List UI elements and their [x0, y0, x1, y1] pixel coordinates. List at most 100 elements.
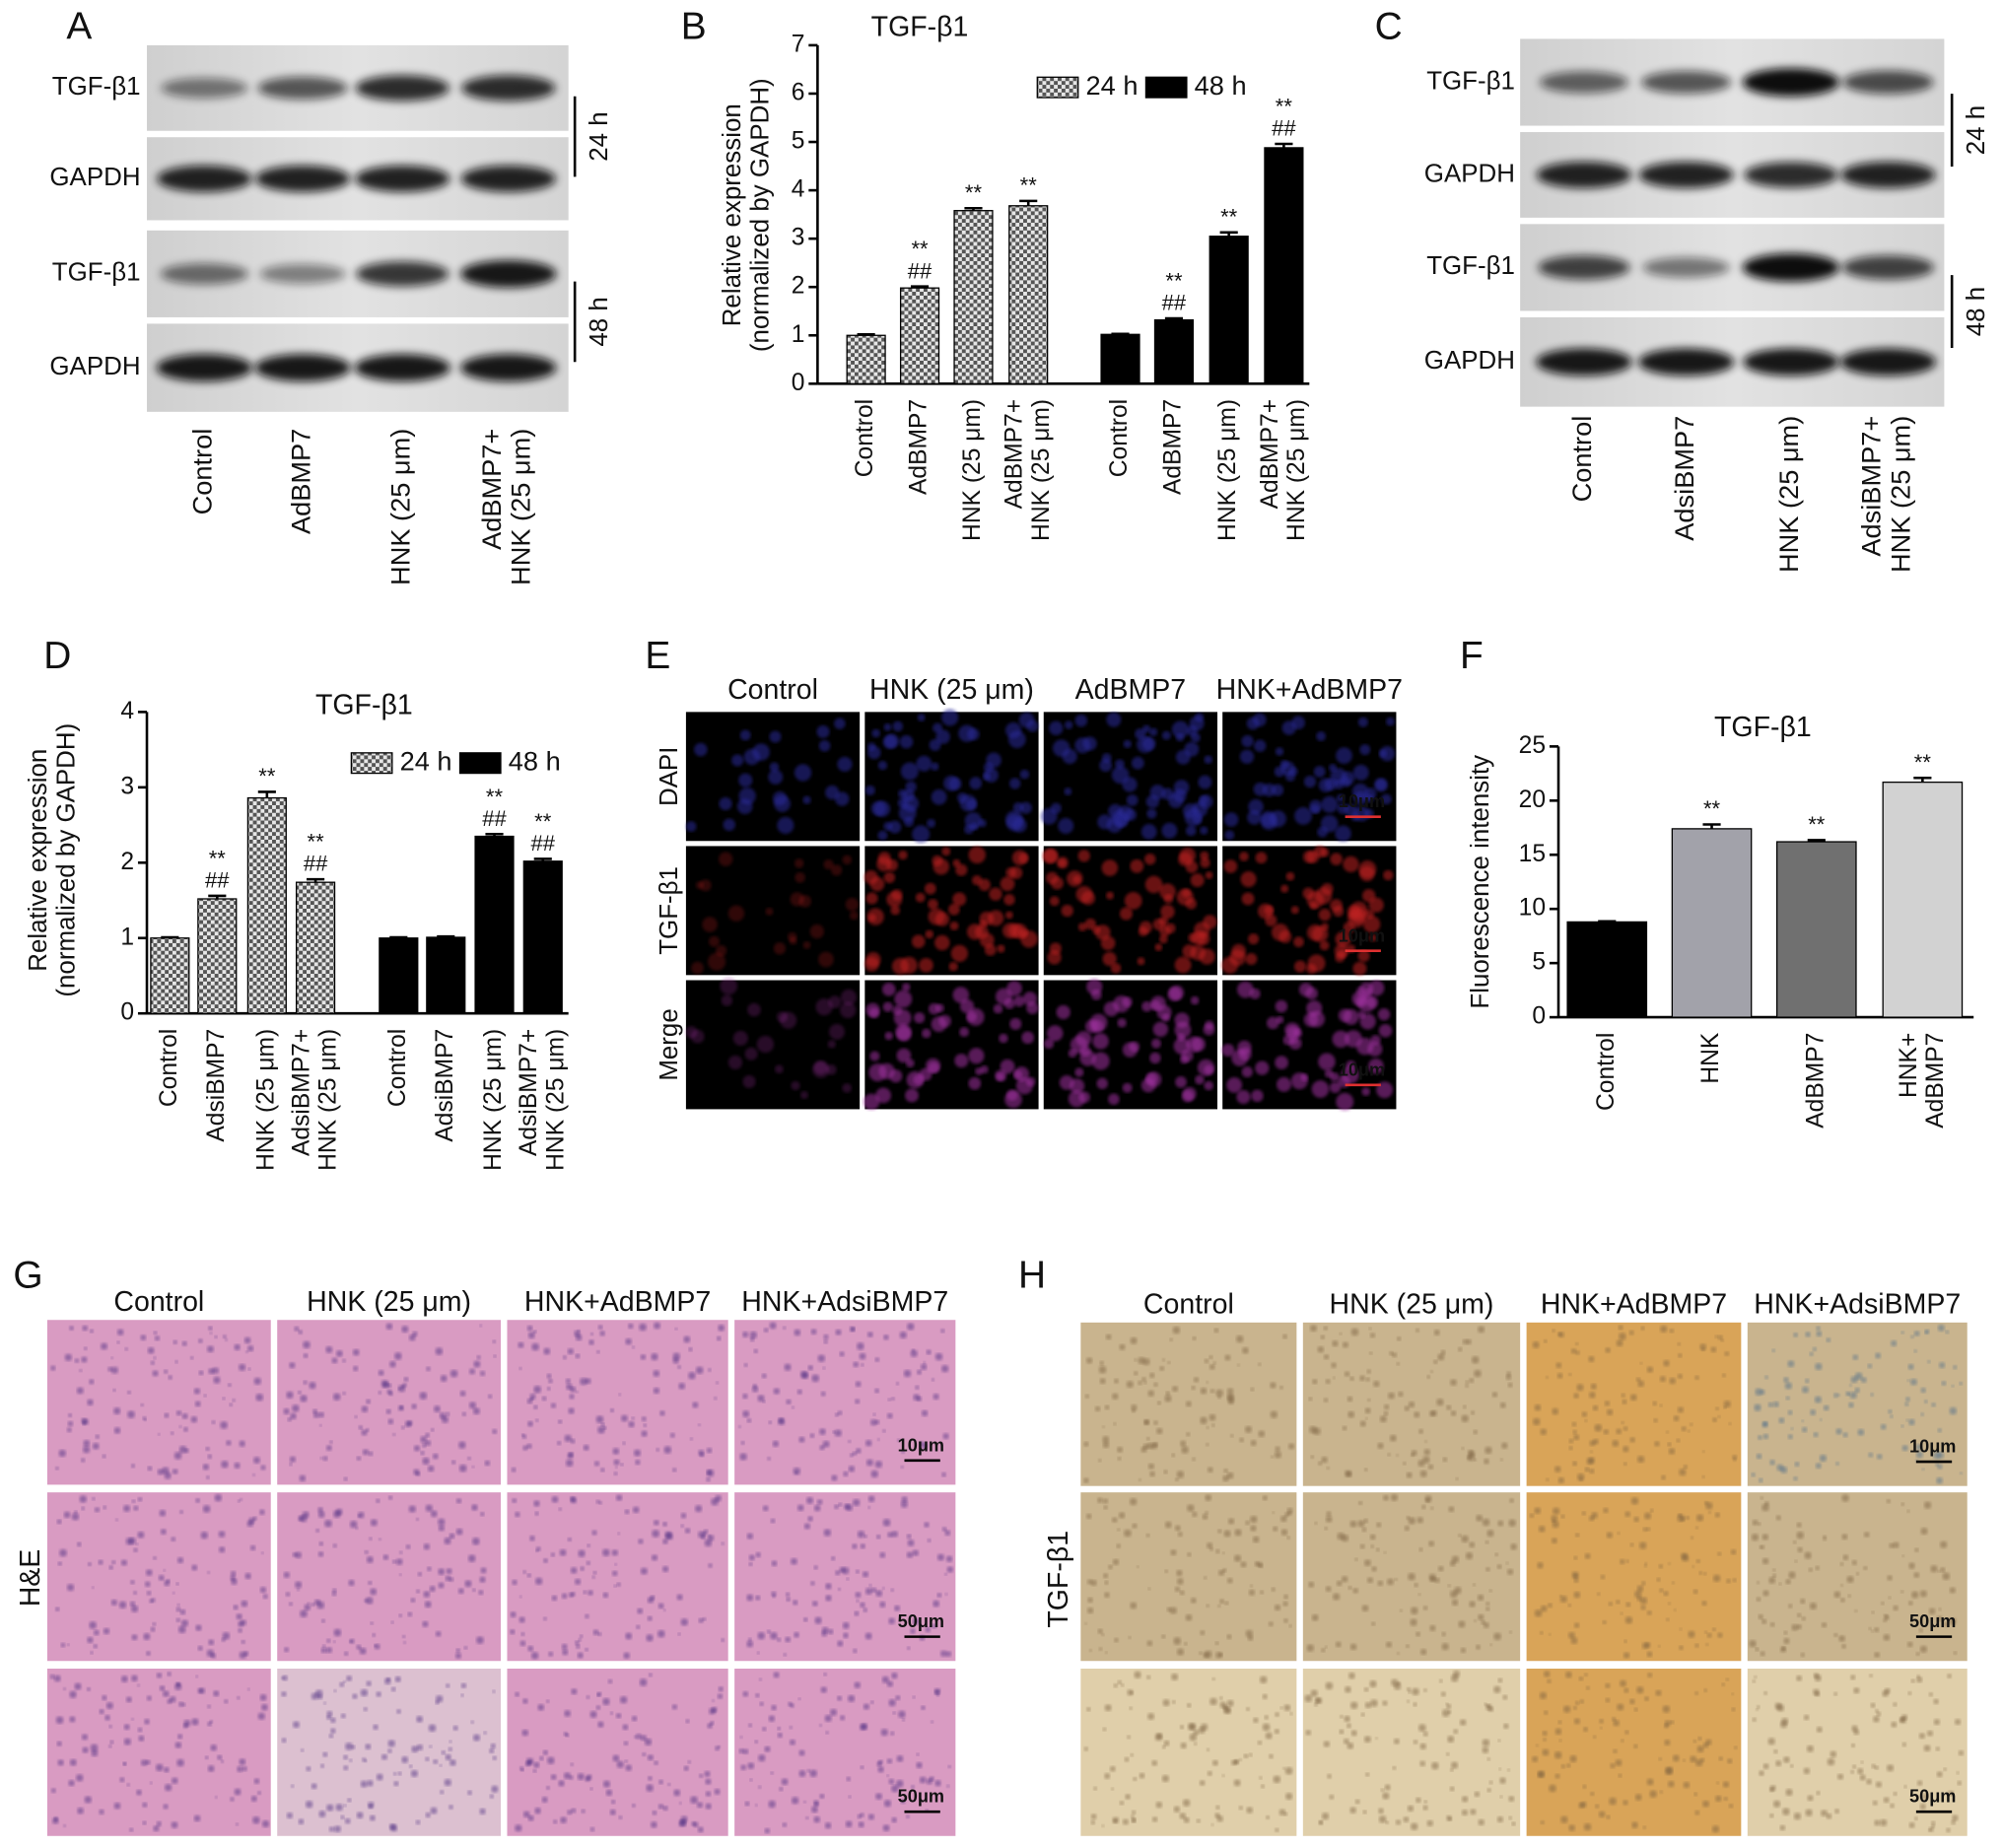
image-texture	[366, 1597, 374, 1605]
image-texture	[1803, 1714, 1810, 1721]
image-texture	[761, 1373, 767, 1379]
image-texture	[1383, 869, 1394, 881]
image-texture	[1637, 1380, 1645, 1388]
image-texture	[895, 1695, 901, 1701]
image-texture	[680, 1618, 688, 1626]
significance-label: ##	[1272, 116, 1296, 141]
image-texture	[568, 1407, 575, 1414]
image-cell	[1526, 1669, 1742, 1836]
image-texture	[1171, 1699, 1176, 1704]
image-texture	[140, 1759, 148, 1766]
image-texture	[1207, 1542, 1213, 1549]
y-tick-label: 0	[1532, 1003, 1546, 1030]
image-texture	[151, 1598, 156, 1603]
image-texture	[1386, 1641, 1393, 1648]
image-texture	[401, 1326, 409, 1334]
image-texture	[1434, 1577, 1440, 1584]
image-texture	[695, 1505, 703, 1513]
image-texture	[452, 1725, 458, 1731]
image-texture	[195, 1675, 199, 1678]
image-texture	[57, 1759, 64, 1766]
image-texture	[1349, 1520, 1357, 1528]
image-texture	[1196, 1818, 1201, 1823]
image-texture	[142, 1820, 147, 1825]
image-texture	[1403, 1816, 1410, 1822]
image-texture	[372, 1633, 377, 1637]
image-texture	[662, 1806, 668, 1812]
image-texture	[1075, 1031, 1092, 1047]
image-texture	[583, 1444, 589, 1451]
image-texture	[925, 1626, 931, 1633]
image-texture	[619, 1695, 628, 1704]
image-texture	[1473, 1458, 1477, 1462]
image-texture	[1408, 1517, 1416, 1525]
image-texture	[1245, 1707, 1250, 1711]
image-texture	[1459, 1719, 1467, 1726]
image-texture	[692, 1402, 699, 1408]
image-cell	[734, 1669, 956, 1836]
image-texture	[359, 1647, 367, 1655]
image-texture	[58, 1449, 66, 1458]
image-texture	[197, 1645, 203, 1651]
image-texture	[721, 1638, 725, 1642]
image-texture	[1761, 1421, 1768, 1428]
image-texture	[1357, 949, 1370, 963]
image-texture	[480, 1512, 485, 1517]
image-texture	[704, 1539, 713, 1547]
image-texture	[871, 728, 880, 738]
text-line: HNK (25 μm)	[542, 1029, 569, 1171]
image-texture	[849, 911, 859, 921]
image-texture	[1173, 1037, 1191, 1055]
image-texture	[1141, 736, 1156, 751]
image-texture	[662, 1565, 669, 1573]
image-texture	[1913, 1572, 1920, 1578]
image-texture	[1111, 1787, 1115, 1791]
image-texture	[699, 1452, 705, 1458]
lane-label: HNK (25 μm)	[1773, 416, 1804, 573]
image-texture	[1179, 1813, 1187, 1819]
image-texture	[671, 1704, 678, 1710]
image-texture	[1933, 1698, 1939, 1705]
image-texture	[1446, 1703, 1452, 1709]
image-texture	[1877, 1454, 1883, 1460]
image-texture	[1366, 995, 1379, 1008]
image-texture	[1760, 1496, 1763, 1500]
image-texture	[1025, 1076, 1036, 1087]
image-texture	[1222, 1568, 1227, 1573]
image-texture	[1616, 1428, 1622, 1435]
image-texture	[888, 1778, 895, 1785]
image-texture	[1406, 1472, 1413, 1478]
image-texture	[721, 994, 733, 1006]
image-texture	[1339, 1332, 1343, 1335]
image-texture	[1423, 1449, 1430, 1456]
image-texture	[156, 1763, 164, 1772]
image-texture	[1209, 1697, 1217, 1706]
image-texture	[638, 1539, 644, 1544]
image-texture	[1673, 1415, 1680, 1421]
image-texture	[842, 1083, 853, 1093]
image-texture	[1320, 1335, 1326, 1339]
image-texture	[1891, 1339, 1898, 1347]
image-texture	[415, 1517, 420, 1522]
image-texture	[892, 1005, 903, 1015]
image-texture	[818, 739, 831, 752]
image-texture	[362, 1757, 367, 1762]
image-texture	[657, 1804, 664, 1810]
image-texture	[1616, 1339, 1623, 1347]
image-texture	[923, 1361, 927, 1364]
image-texture	[108, 1725, 112, 1729]
image-texture	[1406, 1516, 1411, 1521]
image-texture	[1653, 1418, 1658, 1423]
image-texture	[173, 1339, 177, 1345]
image-texture	[455, 1648, 460, 1653]
image-texture	[1509, 1498, 1514, 1503]
image-texture	[1093, 1786, 1098, 1791]
image-texture	[1398, 1391, 1404, 1398]
image-texture	[1362, 988, 1372, 997]
image-texture	[1623, 1652, 1630, 1659]
blot-band	[1539, 71, 1629, 94]
image-texture	[1370, 1035, 1381, 1046]
image-texture	[401, 1756, 409, 1763]
image-texture	[771, 1704, 777, 1711]
image-texture	[527, 1420, 533, 1427]
